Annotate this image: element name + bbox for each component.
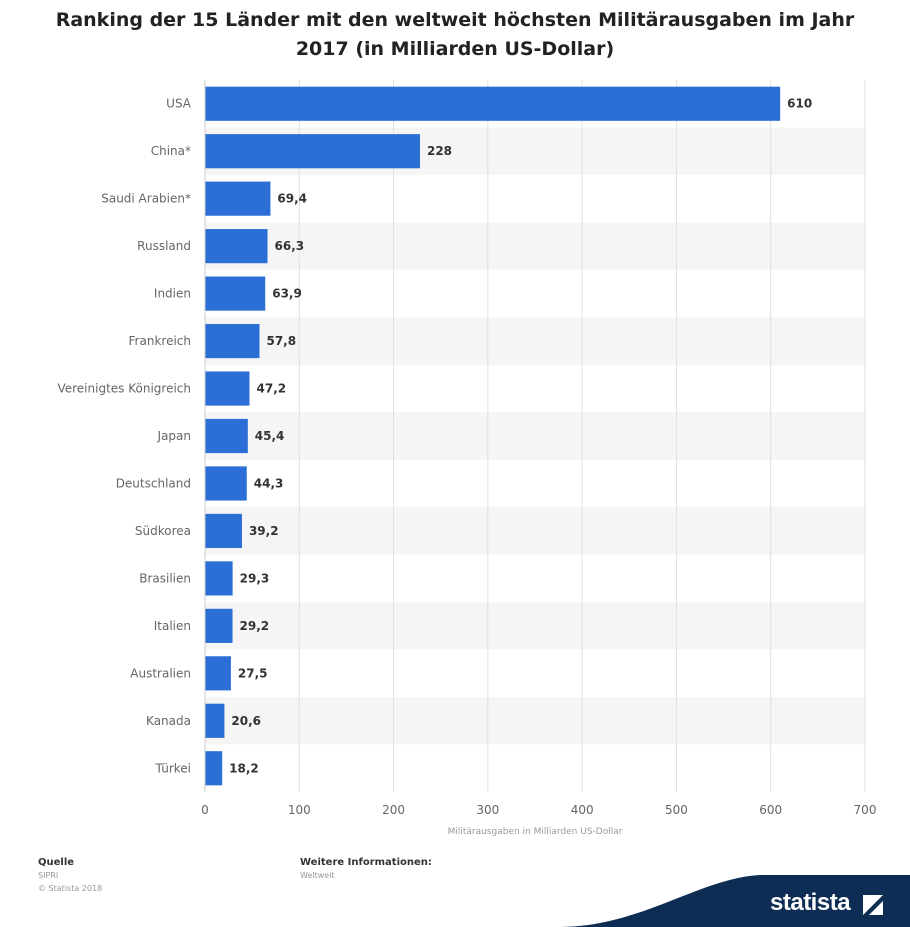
bar: [205, 656, 231, 691]
category-label: Kanada: [146, 714, 191, 728]
x-axis-title: Militärausgaben in Milliarden US-Dollar: [448, 827, 623, 837]
category-label: Indien: [154, 287, 191, 301]
category-labels: USA China* Saudi Arabien* Russland Indien Fra…: [57, 97, 191, 776]
gridlines: [298, 80, 866, 792]
value-label: 20,6: [231, 714, 261, 728]
info-text: Weltweit: [300, 871, 335, 880]
x-tick-labels: 0 100 200 300 400 500 600 700: [201, 803, 876, 817]
value-label: 44,3: [254, 476, 284, 490]
category-label: Italien: [154, 619, 191, 633]
x-tick-label: 0: [201, 803, 209, 817]
bar: [205, 134, 420, 169]
category-label: Russland: [137, 239, 191, 253]
x-tick-label: 200: [382, 803, 405, 817]
value-label: 47,2: [257, 382, 287, 396]
bars: [205, 86, 781, 786]
bar-chart: USA China* Saudi Arabien* Russland Indien Fra…: [57, 80, 876, 837]
category-label: Frankreich: [129, 334, 191, 348]
row-band: [205, 412, 865, 460]
category-label: Japan: [157, 429, 191, 443]
category-label: Deutschland: [116, 476, 191, 490]
row-band: [205, 222, 865, 270]
info-heading: Weitere Informationen:: [300, 857, 432, 868]
bar: [205, 276, 266, 311]
bar: [205, 513, 242, 549]
value-label: 45,4: [255, 429, 285, 443]
category-label: China*: [151, 144, 191, 158]
bar: [205, 229, 268, 264]
bar: [205, 418, 248, 454]
bar: [205, 608, 233, 643]
x-tick-label: 700: [854, 803, 877, 817]
category-label: Südkorea: [135, 524, 191, 538]
bar: [205, 371, 250, 406]
bar: [205, 561, 233, 596]
value-label: 610: [787, 97, 812, 111]
x-tick-label: 600: [759, 803, 782, 817]
statista-logo-icon: [863, 895, 883, 915]
category-label: Saudi Arabien*: [101, 192, 191, 206]
copyright: © Statista 2018: [38, 884, 103, 893]
bar: [205, 703, 225, 738]
category-label: Australien: [130, 666, 191, 680]
source-name: SIPRI: [38, 871, 59, 880]
value-label: 57,8: [266, 334, 296, 348]
x-tick-label: 500: [665, 803, 688, 817]
value-label: 18,2: [229, 761, 259, 775]
x-tick-label: 300: [476, 803, 499, 817]
value-label: 69,4: [277, 192, 307, 206]
bar: [205, 466, 247, 501]
value-label: 228: [427, 144, 452, 158]
bar: [205, 86, 781, 121]
row-band: [205, 697, 865, 745]
value-label: 27,5: [238, 666, 268, 680]
bar: [205, 323, 260, 359]
value-label: 66,3: [275, 239, 305, 253]
row-bands: [205, 127, 865, 745]
category-label: USA: [166, 97, 192, 111]
statista-logo: statista: [770, 889, 851, 916]
value-label: 29,3: [240, 571, 270, 585]
source-heading: Quelle: [38, 857, 75, 868]
category-label: Brasilien: [139, 571, 191, 585]
chart-title: Ranking der 15 Länder mit den weltweit h…: [55, 9, 855, 60]
bar: [205, 751, 223, 786]
value-labels: 610 228 69,4 66,3 63,9 57,8 47,2 45,4 44,3 39,2 29…: [229, 97, 812, 776]
value-label: 63,9: [272, 287, 302, 301]
row-band: [205, 602, 865, 650]
bar: [205, 181, 271, 216]
category-label: Vereinigtes Königreich: [57, 382, 191, 396]
x-tick-label: 100: [288, 803, 311, 817]
row-band: [205, 507, 865, 555]
x-tick-label: 400: [571, 803, 594, 817]
value-label: 39,2: [249, 524, 279, 538]
value-label: 29,2: [240, 619, 270, 633]
row-band: [205, 317, 865, 365]
category-label: Türkei: [155, 761, 191, 775]
